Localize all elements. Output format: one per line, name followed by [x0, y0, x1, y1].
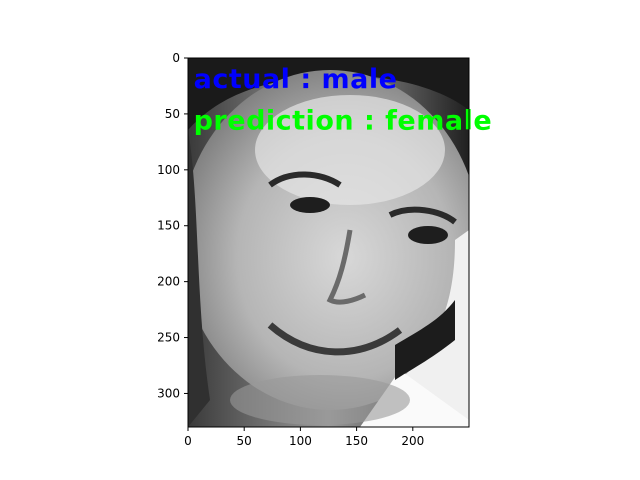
- prediction-label-text: prediction : female: [194, 106, 493, 137]
- x-axis: 0 50 100 150 200: [184, 427, 424, 448]
- y-axis: 0 50 100 150 200 250 300: [157, 51, 188, 400]
- actual-label-text: actual : male: [194, 64, 398, 95]
- y-tick-label: 150: [157, 219, 180, 233]
- x-tick-label: 100: [289, 434, 312, 448]
- axes-frame: [187, 57, 470, 428]
- x-tick-label: 150: [345, 434, 368, 448]
- y-tick-label: 0: [172, 51, 180, 65]
- y-tick-label: 250: [157, 331, 180, 345]
- face-photo: [188, 58, 469, 427]
- y-tick-label: 200: [157, 275, 180, 289]
- x-tick-label: 0: [184, 434, 192, 448]
- y-tick-label: 300: [157, 386, 180, 400]
- x-tick-label: 200: [401, 434, 424, 448]
- y-tick-label: 100: [157, 163, 180, 177]
- x-tick-label: 50: [237, 434, 252, 448]
- y-tick-label: 50: [165, 107, 180, 121]
